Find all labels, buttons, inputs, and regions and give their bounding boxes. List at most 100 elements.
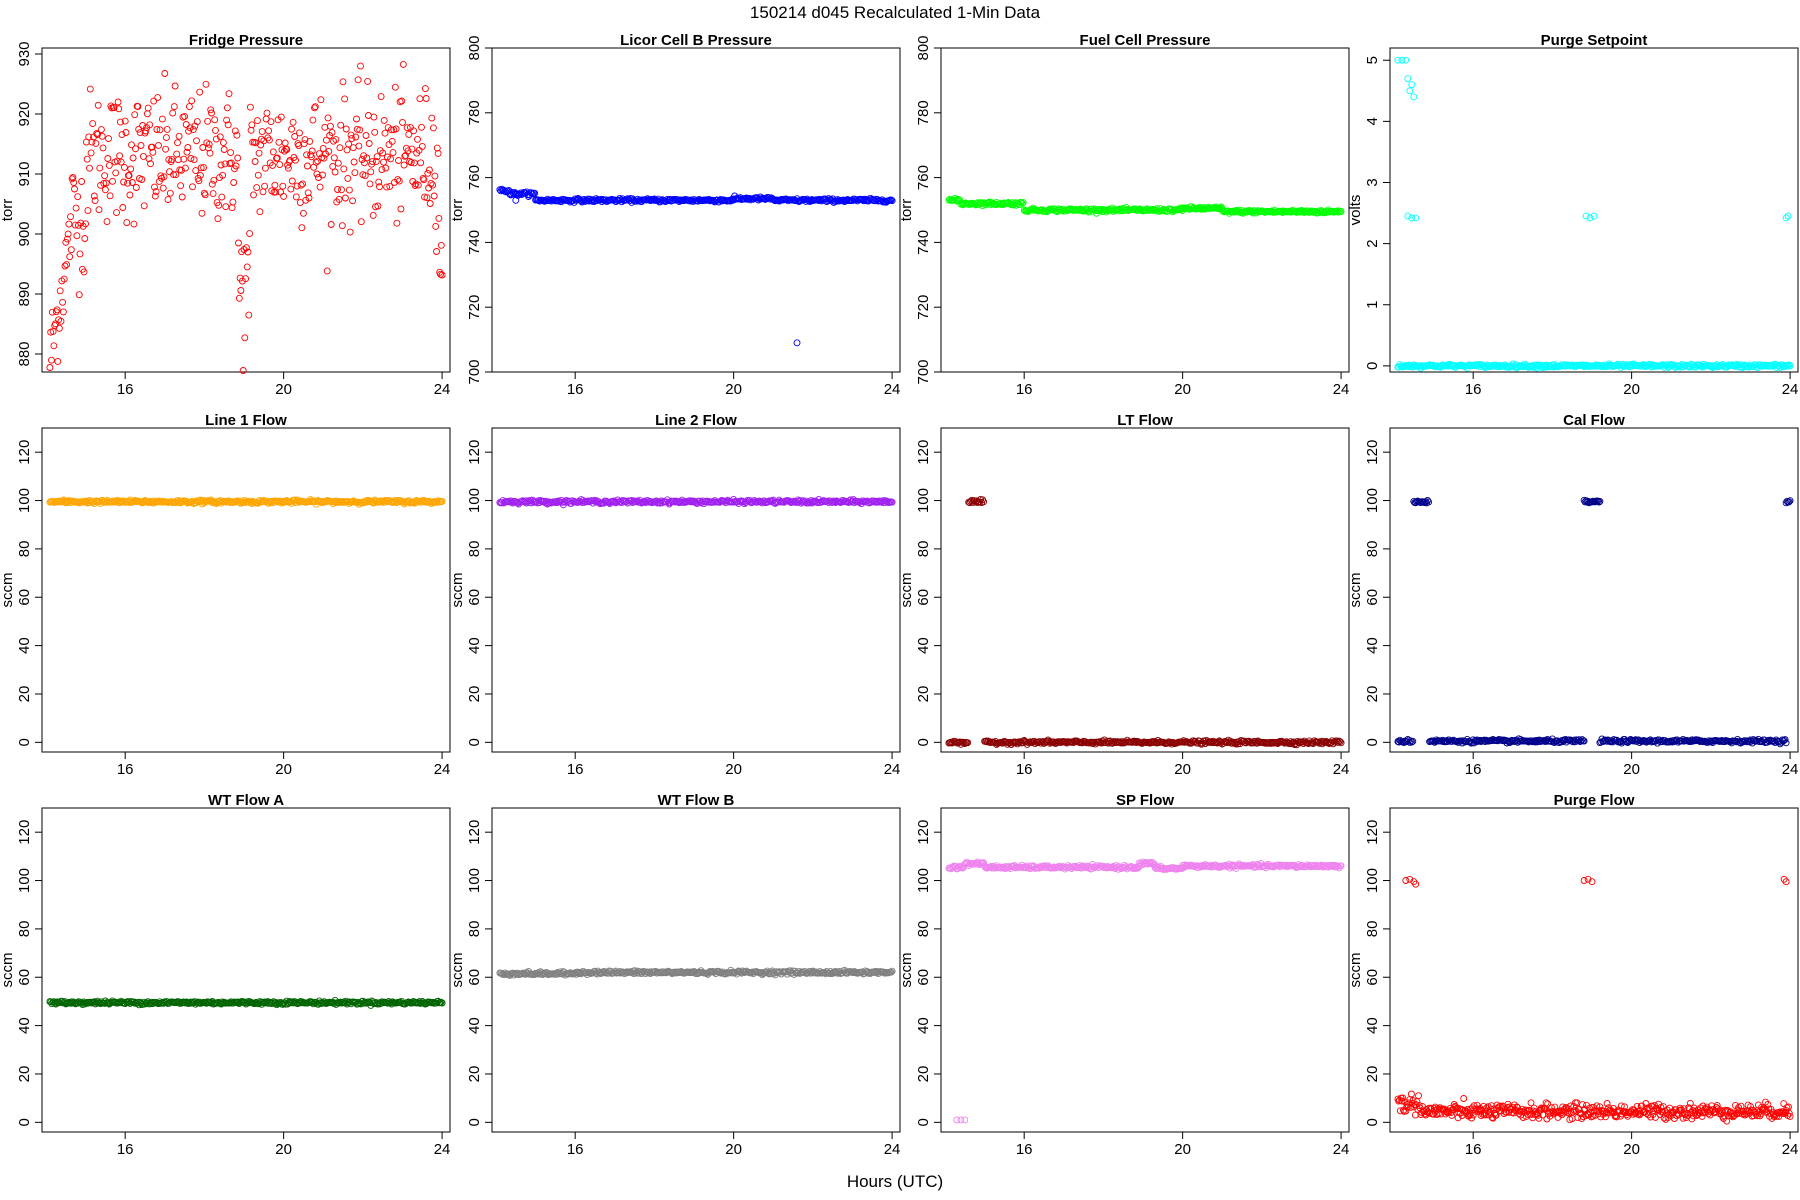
data-point [246,103,254,111]
data-point [386,182,394,190]
data-point [109,177,116,185]
data-point [187,155,195,162]
y-tick-label: 80 [915,541,932,558]
data-point [329,162,337,170]
y-tick-label: 20 [915,686,932,703]
data-point [1406,87,1414,95]
data-point [417,159,425,167]
y-tick-label: 20 [1364,686,1381,703]
data-point [350,158,358,166]
data-point [65,220,73,228]
data-point [1415,1092,1422,1100]
data-point [200,164,208,172]
x-tick-label: 20 [725,1141,742,1158]
y-tick-label: 60 [466,589,483,606]
y-tick-label: 100 [1364,488,1381,513]
data-point [393,219,401,227]
panel-title: Line 2 Flow [655,412,737,429]
data-point [256,208,264,216]
data-point [280,192,288,200]
data-point [394,176,402,184]
data-point [143,110,151,118]
data-point [116,118,124,126]
panel-title: SP Flow [1116,792,1174,809]
y-tick-label: 740 [915,230,932,255]
data-point [277,113,285,121]
data-point [1784,212,1792,220]
data-point [235,239,242,247]
data-point [325,147,333,155]
x-tick-label: 24 [1782,381,1799,398]
figure-title: 150214 d045 Recalculated 1-Min Data [750,3,1041,22]
data-point [124,179,132,187]
data-point [67,213,74,221]
y-tick-label: 100 [915,488,932,513]
y-axis-label: volts [1347,195,1364,226]
data-point [296,129,303,137]
data-point [66,253,74,261]
data-point [246,230,254,238]
data-point [69,174,77,181]
data-point [121,117,129,125]
data-point [265,136,273,144]
data-point [166,189,174,197]
data-point [355,142,363,150]
data-point [228,204,236,212]
y-tick-label: 800 [915,35,932,60]
data-point [321,123,329,131]
data-point [184,144,192,151]
data-point [347,131,355,139]
data-point [356,126,364,134]
data-point [165,156,173,164]
data-point [377,93,385,101]
data-point [220,146,228,153]
y-tick-label: 0 [16,1118,33,1126]
data-point [435,214,443,222]
data-point [416,95,424,103]
data-point [973,199,981,207]
data-point [399,60,407,68]
y-tick-label: 20 [466,1066,483,1083]
data-point [144,104,152,112]
data-point [235,294,243,302]
data-point [340,165,348,173]
y-tick-label: 80 [1364,921,1381,938]
data-point [374,202,382,210]
data-point [395,177,403,185]
data-point [429,124,437,132]
data-point [305,194,313,202]
data-point [368,158,376,166]
y-tick-label: 120 [16,820,33,845]
plot-frame [41,427,451,753]
data-point [336,144,344,152]
data-point [422,95,430,102]
data-point [1408,214,1416,222]
plot-frame [491,427,901,753]
y-tick-label: 40 [466,637,483,654]
data-point [130,220,138,228]
data-point [1507,362,1515,370]
data-point [288,177,296,185]
data-point [426,200,434,207]
data-point [209,190,217,198]
data-point [242,275,250,283]
data-point [427,180,435,187]
data-point [211,116,219,124]
data-point [267,118,275,126]
y-tick-label: 60 [16,969,33,986]
data-point [46,364,54,371]
data-point [428,114,436,122]
data-point [357,218,365,226]
data-point [320,154,328,162]
data-point [410,127,418,135]
data-point [328,129,336,137]
y-tick-label: 120 [1364,440,1381,465]
data-point [174,139,181,147]
data-point [166,168,173,176]
data-point [158,115,166,123]
data-points [1394,496,1794,748]
x-tick-label: 20 [1174,1141,1191,1158]
data-point [215,201,223,209]
data-point [372,157,380,165]
